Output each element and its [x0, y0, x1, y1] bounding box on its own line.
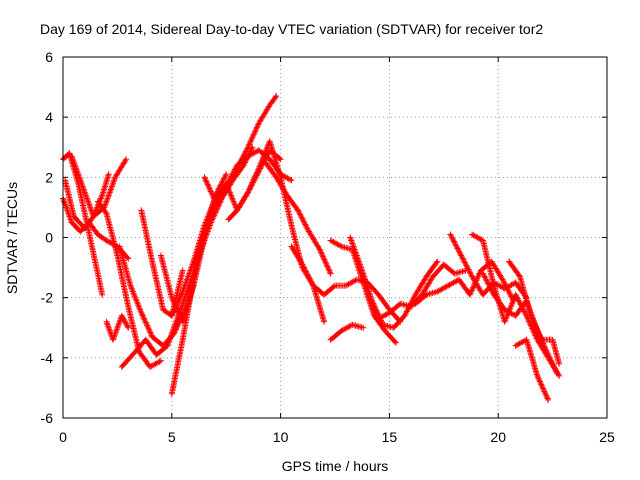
series-arc19 [347, 234, 441, 331]
plus-markers [347, 234, 441, 331]
plus-markers [447, 231, 530, 301]
series-arc17 [327, 321, 367, 343]
series-arc25 [512, 336, 552, 403]
y-axis-label: SDTVAR / TECUs [4, 182, 20, 294]
plus-markers [94, 198, 164, 370]
plus-markers [103, 312, 132, 343]
series-arc26 [480, 270, 560, 376]
plus-markers [480, 270, 560, 376]
plus-markers [262, 159, 334, 277]
series-arc15 [262, 159, 334, 277]
series-arc6 [103, 312, 132, 343]
plus-markers [68, 153, 130, 220]
series-arc3 [62, 171, 112, 232]
series-arc4 [68, 153, 130, 220]
plus-markers [327, 321, 367, 343]
plus-markers [512, 336, 552, 403]
series-arc22 [447, 231, 530, 301]
data-points [60, 93, 563, 403]
x-tick-label: 5 [168, 429, 176, 445]
y-tick-label: 0 [45, 230, 53, 246]
y-tick-label: -6 [41, 410, 54, 426]
grid [63, 57, 607, 418]
x-axis-label: GPS time / hours [282, 458, 389, 474]
x-tick-label: 0 [59, 429, 67, 445]
y-tick-label: 2 [45, 169, 53, 185]
x-tick-label: 20 [490, 429, 506, 445]
x-tick-label: 15 [382, 429, 398, 445]
series-arc5 [94, 198, 164, 370]
x-tick-label: 25 [599, 429, 615, 445]
y-tick-label: 6 [45, 49, 53, 65]
y-tick-label: 4 [45, 109, 53, 125]
x-tick-label: 10 [273, 429, 289, 445]
plus-markers [62, 171, 112, 232]
chart-title: Day 169 of 2014, Sidereal Day-to-day VTE… [40, 21, 543, 37]
axis-ticks: 0 5 10 15 20 25 -6 -4 -2 0 2 4 6 [41, 49, 615, 445]
y-tick-label: -2 [41, 290, 54, 306]
y-tick-label: -4 [41, 350, 54, 366]
